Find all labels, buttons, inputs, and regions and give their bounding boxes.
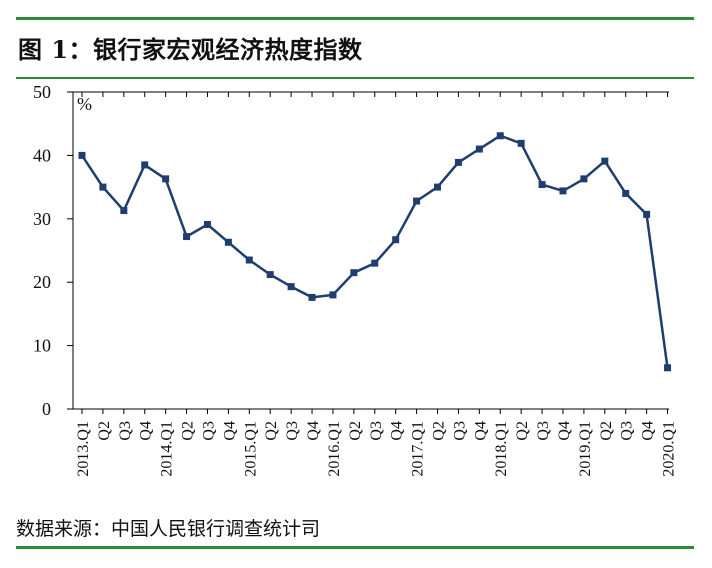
series-line <box>80 134 669 368</box>
x-tick-label: Q2 <box>96 421 113 441</box>
x-tick-label: 2018.Q1 <box>493 421 510 477</box>
data-point <box>496 132 504 140</box>
data-point <box>308 293 316 301</box>
data-point <box>413 197 421 205</box>
data-point <box>203 221 211 229</box>
data-point <box>392 236 400 244</box>
data-point <box>559 187 567 195</box>
x-tick-label: Q2 <box>347 421 364 441</box>
bottom-rule <box>16 546 694 549</box>
x-tick-label: Q2 <box>598 421 615 441</box>
data-point <box>371 259 379 267</box>
x-tick-label: Q3 <box>368 421 385 441</box>
data-point <box>329 291 337 299</box>
data-point <box>538 181 546 189</box>
title-rule <box>16 77 694 79</box>
x-tick-label: Q2 <box>431 421 448 441</box>
data-point <box>475 145 483 153</box>
data-point <box>454 158 462 166</box>
top-rule <box>16 17 694 20</box>
data-point <box>664 364 672 372</box>
y-tick-label: 10 <box>33 336 51 356</box>
x-tick-label: Q2 <box>514 421 531 441</box>
x-tick-label: Q4 <box>640 421 657 441</box>
y-tick-label: 0 <box>42 399 51 419</box>
x-tick-label: Q2 <box>180 421 197 441</box>
data-point <box>120 207 128 215</box>
x-tick-label: Q3 <box>535 421 552 441</box>
data-point <box>517 139 525 147</box>
x-tick-label: 2013.Q1 <box>75 421 92 477</box>
data-point <box>245 256 253 264</box>
data-point <box>622 189 630 197</box>
x-tick-label: Q4 <box>389 421 406 441</box>
x-tick-label: Q3 <box>284 421 301 441</box>
x-tick-label: Q3 <box>619 421 636 441</box>
data-point <box>99 183 107 191</box>
x-tick-label: Q4 <box>472 421 489 441</box>
data-point <box>141 161 149 169</box>
y-unit-label: % <box>77 94 92 114</box>
y-tick-label: 30 <box>33 209 51 229</box>
data-point <box>287 283 295 291</box>
data-point <box>224 238 232 246</box>
x-tick-label: 2017.Q1 <box>410 421 427 477</box>
x-tick-label: Q2 <box>263 421 280 441</box>
x-tick-label: Q3 <box>451 421 468 441</box>
x-tick-label: Q3 <box>200 421 217 441</box>
x-tick-label: 2020.Q1 <box>661 421 678 477</box>
data-point <box>350 269 358 277</box>
x-tick-label: Q4 <box>305 421 322 441</box>
y-tick-label: 20 <box>33 272 51 292</box>
y-tick-label: 40 <box>33 145 51 165</box>
x-tick-label: 2015.Q1 <box>242 421 259 477</box>
x-tick-label: Q4 <box>221 421 238 441</box>
data-point <box>266 271 274 279</box>
x-tick-label: 2019.Q1 <box>577 421 594 477</box>
x-tick-label: 2014.Q1 <box>159 421 176 477</box>
data-point <box>580 175 588 183</box>
data-point <box>601 157 609 165</box>
x-tick-label: Q4 <box>556 421 573 441</box>
data-point <box>183 233 191 241</box>
data-point <box>78 151 86 159</box>
y-tick-label: 50 <box>33 82 51 102</box>
x-tick-label: Q4 <box>138 421 155 441</box>
data-point <box>434 183 442 191</box>
data-point <box>643 210 651 218</box>
x-tick-label: 2016.Q1 <box>326 421 343 477</box>
source-note: 数据来源：中国人民银行调查统计司 <box>16 518 321 540</box>
x-tick-label: Q3 <box>117 421 134 441</box>
data-point <box>162 175 170 183</box>
figure-title: 图 1：银行家宏观经济热度指数 <box>18 35 363 64</box>
